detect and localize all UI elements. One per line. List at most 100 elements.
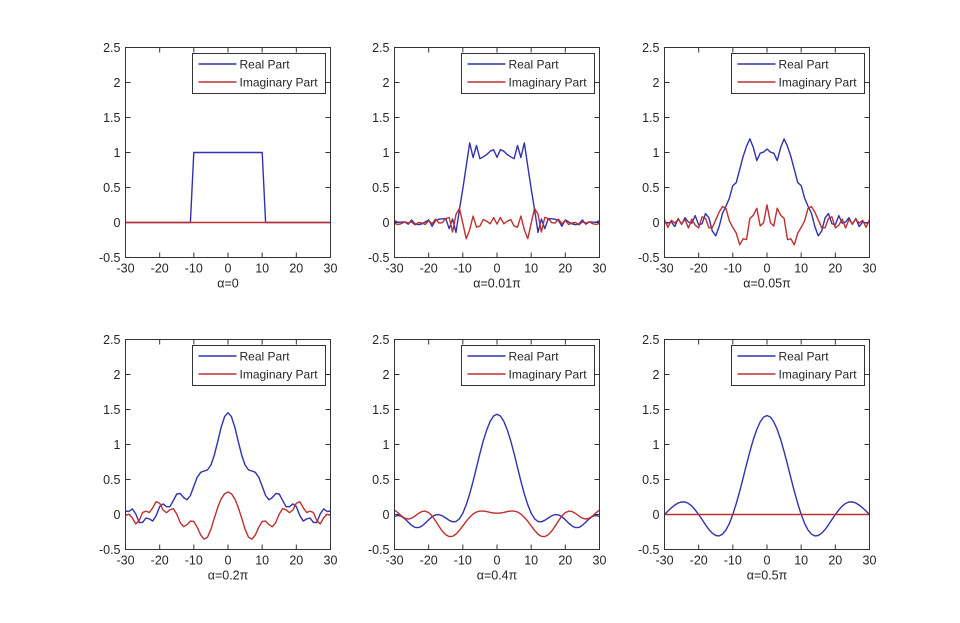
svg-text:1: 1 (383, 438, 390, 452)
svg-text:2.5: 2.5 (103, 333, 120, 347)
svg-text:Imaginary Part: Imaginary Part (240, 368, 319, 382)
svg-text:2: 2 (653, 368, 660, 382)
svg-text:Real Part: Real Part (240, 350, 291, 364)
svg-text:-0.5: -0.5 (638, 251, 660, 265)
svg-text:0: 0 (653, 508, 660, 522)
svg-text:0.5: 0.5 (642, 181, 659, 195)
svg-text:0: 0 (225, 262, 232, 276)
svg-text:Real Part: Real Part (509, 58, 560, 72)
svg-text:2: 2 (114, 76, 121, 90)
svg-text:α=0.05π: α=0.05π (743, 277, 791, 291)
svg-text:20: 20 (828, 554, 842, 568)
svg-text:0: 0 (494, 554, 501, 568)
svg-text:α=0.2π: α=0.2π (208, 569, 249, 583)
svg-text:-20: -20 (151, 554, 169, 568)
svg-text:10: 10 (524, 262, 538, 276)
svg-text:2.5: 2.5 (372, 333, 389, 347)
svg-text:20: 20 (289, 262, 303, 276)
svg-text:Real Part: Real Part (240, 58, 291, 72)
svg-text:Imaginary Part: Imaginary Part (509, 76, 588, 90)
svg-text:Imaginary Part: Imaginary Part (779, 76, 858, 90)
svg-text:-10: -10 (185, 554, 203, 568)
svg-text:2.5: 2.5 (642, 333, 659, 347)
svg-text:10: 10 (255, 554, 269, 568)
svg-text:-30: -30 (116, 262, 134, 276)
svg-text:α=0.5π: α=0.5π (747, 569, 788, 583)
svg-text:1: 1 (383, 146, 390, 160)
svg-text:2: 2 (114, 368, 121, 382)
svg-text:-0.5: -0.5 (99, 543, 121, 557)
svg-text:0.5: 0.5 (372, 181, 389, 195)
svg-text:-20: -20 (420, 554, 438, 568)
svg-text:30: 30 (324, 554, 338, 568)
svg-text:-0.5: -0.5 (99, 251, 121, 265)
svg-text:2: 2 (653, 76, 660, 90)
svg-text:-30: -30 (655, 554, 673, 568)
svg-text:-30: -30 (385, 262, 403, 276)
svg-text:30: 30 (593, 554, 607, 568)
svg-text:20: 20 (828, 262, 842, 276)
svg-text:0: 0 (764, 554, 771, 568)
svg-text:1.5: 1.5 (103, 111, 120, 125)
svg-text:Real Part: Real Part (779, 58, 830, 72)
svg-text:2: 2 (383, 368, 390, 382)
svg-text:-20: -20 (690, 554, 708, 568)
svg-text:0: 0 (383, 216, 390, 230)
svg-text:1: 1 (653, 438, 660, 452)
svg-text:-10: -10 (454, 262, 472, 276)
svg-text:2.5: 2.5 (642, 41, 659, 55)
svg-text:10: 10 (524, 554, 538, 568)
svg-text:-30: -30 (655, 262, 673, 276)
svg-text:10: 10 (255, 262, 269, 276)
svg-text:2: 2 (383, 76, 390, 90)
svg-text:1.5: 1.5 (372, 403, 389, 417)
svg-text:0.5: 0.5 (103, 473, 120, 487)
svg-text:-10: -10 (185, 262, 203, 276)
svg-text:0: 0 (764, 262, 771, 276)
svg-text:1.5: 1.5 (642, 111, 659, 125)
svg-text:0.5: 0.5 (642, 473, 659, 487)
svg-text:30: 30 (863, 554, 877, 568)
svg-text:0: 0 (225, 554, 232, 568)
svg-text:-30: -30 (116, 554, 134, 568)
svg-text:0: 0 (383, 508, 390, 522)
svg-text:Imaginary Part: Imaginary Part (240, 76, 319, 90)
svg-text:1.5: 1.5 (372, 111, 389, 125)
svg-text:Imaginary Part: Imaginary Part (509, 368, 588, 382)
svg-text:0.5: 0.5 (372, 473, 389, 487)
svg-text:0.5: 0.5 (103, 181, 120, 195)
svg-text:α=0.01π: α=0.01π (473, 277, 521, 291)
svg-text:-20: -20 (420, 262, 438, 276)
svg-text:10: 10 (794, 554, 808, 568)
svg-text:2.5: 2.5 (103, 41, 120, 55)
svg-text:Real Part: Real Part (779, 350, 830, 364)
svg-text:-10: -10 (724, 554, 742, 568)
svg-text:-10: -10 (454, 554, 472, 568)
svg-text:20: 20 (558, 262, 572, 276)
svg-text:-20: -20 (690, 262, 708, 276)
svg-text:-0.5: -0.5 (368, 543, 390, 557)
svg-text:-30: -30 (385, 554, 403, 568)
svg-text:30: 30 (863, 262, 877, 276)
svg-text:30: 30 (324, 262, 338, 276)
svg-text:1.5: 1.5 (103, 403, 120, 417)
svg-text:Imaginary Part: Imaginary Part (779, 368, 858, 382)
svg-text:2.5: 2.5 (372, 41, 389, 55)
svg-text:-20: -20 (151, 262, 169, 276)
svg-text:30: 30 (593, 262, 607, 276)
svg-text:20: 20 (558, 554, 572, 568)
svg-text:0: 0 (114, 508, 121, 522)
svg-text:1: 1 (114, 146, 121, 160)
svg-text:-10: -10 (724, 262, 742, 276)
svg-text:0: 0 (653, 216, 660, 230)
svg-text:10: 10 (794, 262, 808, 276)
svg-text:Real Part: Real Part (509, 350, 560, 364)
svg-text:20: 20 (289, 554, 303, 568)
svg-text:α=0.4π: α=0.4π (477, 569, 518, 583)
svg-text:0: 0 (114, 216, 121, 230)
svg-text:-0.5: -0.5 (368, 251, 390, 265)
svg-text:-0.5: -0.5 (638, 543, 660, 557)
svg-text:1: 1 (114, 438, 121, 452)
svg-text:1.5: 1.5 (642, 403, 659, 417)
svg-text:0: 0 (494, 262, 501, 276)
